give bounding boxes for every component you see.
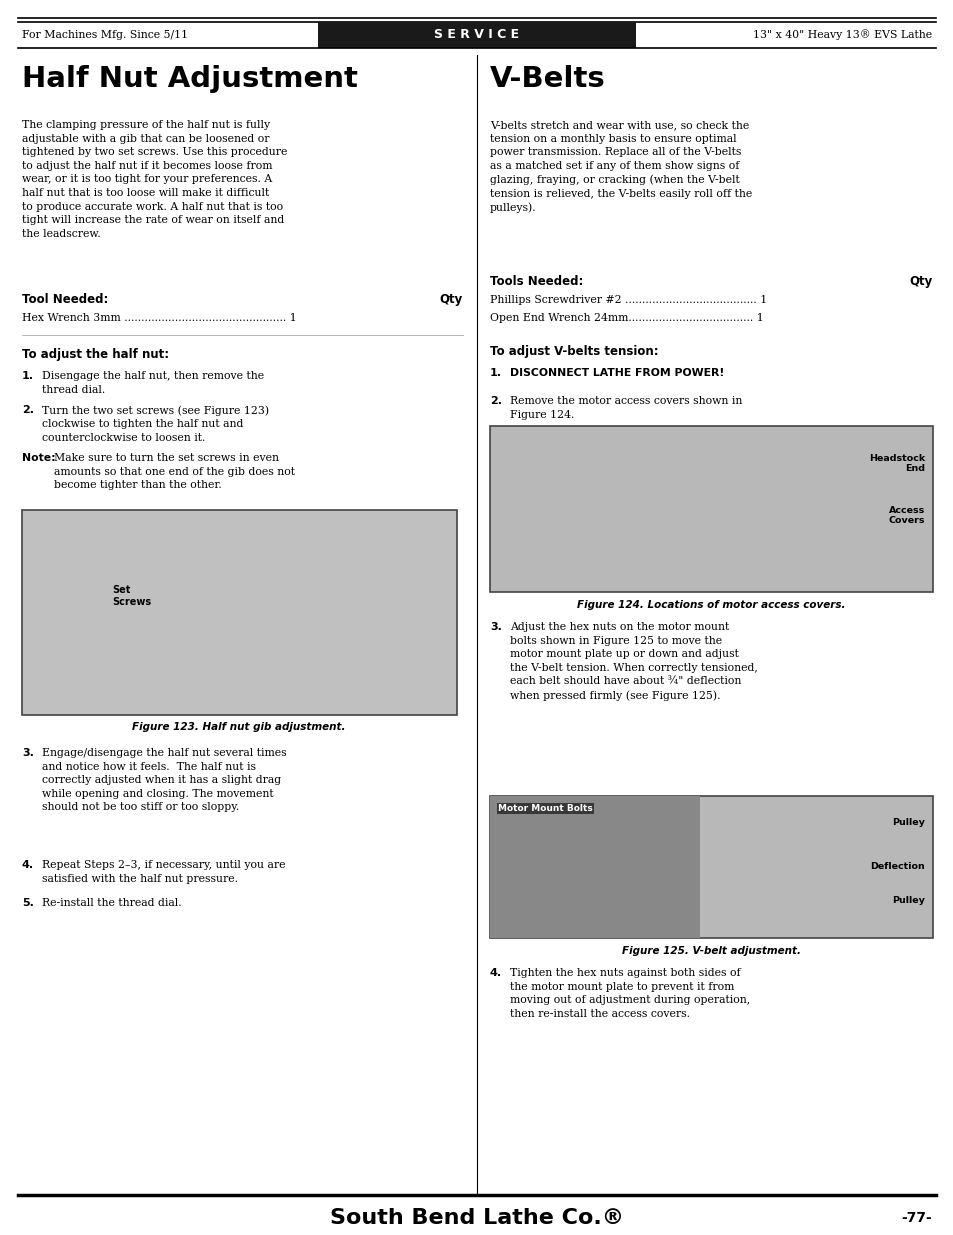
Text: Turn the two set screws (see Figure 123)
clockwise to tighten the half nut and
c: Turn the two set screws (see Figure 123)… [42, 405, 269, 443]
Text: Remove the motor access covers shown in
Figure 124.: Remove the motor access covers shown in … [510, 396, 741, 420]
Text: 3.: 3. [490, 622, 501, 632]
Text: Make sure to turn the set screws in even
amounts so that one end of the gib does: Make sure to turn the set screws in even… [54, 453, 294, 490]
Text: 4.: 4. [490, 968, 501, 978]
Text: DISCONNECT LATHE FROM POWER!: DISCONNECT LATHE FROM POWER! [510, 368, 723, 378]
Bar [490, 797, 932, 939]
Text: Access
Covers: Access Covers [887, 506, 924, 525]
Text: Re-install the thread dial.: Re-install the thread dial. [42, 898, 181, 908]
Text: 2.: 2. [22, 405, 34, 415]
Text: Set
Screws: Set Screws [112, 585, 151, 606]
Text: Qty: Qty [439, 293, 462, 306]
Text: Figure 123. Half nut gib adjustment.: Figure 123. Half nut gib adjustment. [132, 722, 345, 732]
Bar [317, 22, 636, 48]
Text: Disengage the half nut, then remove the
thread dial.: Disengage the half nut, then remove the … [42, 370, 264, 395]
Text: 1.: 1. [22, 370, 34, 382]
Text: 13" x 40" Heavy 13® EVS Lathe: 13" x 40" Heavy 13® EVS Lathe [752, 30, 931, 41]
Text: S E R V I C E: S E R V I C E [434, 28, 519, 42]
Text: 5.: 5. [22, 898, 34, 908]
Text: 1.: 1. [490, 368, 501, 378]
Text: Tool Needed:: Tool Needed: [22, 293, 109, 306]
Text: Open End Wrench 24mm..................................... 1: Open End Wrench 24mm....................… [490, 312, 763, 324]
Text: Motor Mount Bolts: Motor Mount Bolts [497, 804, 592, 813]
Text: To adjust the half nut:: To adjust the half nut: [22, 348, 169, 361]
Text: Hex Wrench 3mm ................................................ 1: Hex Wrench 3mm .........................… [22, 312, 296, 324]
Text: Qty: Qty [909, 275, 932, 288]
Text: Tools Needed:: Tools Needed: [490, 275, 583, 288]
Bar [490, 797, 700, 939]
Text: Pulley: Pulley [891, 897, 924, 905]
Text: The clamping pressure of the half nut is fully
adjustable with a gib that can be: The clamping pressure of the half nut is… [22, 120, 287, 238]
Text: 3.: 3. [22, 748, 34, 758]
Text: Deflection: Deflection [869, 862, 924, 871]
Text: South Bend Lathe Co.®: South Bend Lathe Co.® [330, 1208, 623, 1228]
Text: 4.: 4. [22, 860, 34, 869]
Text: Half Nut Adjustment: Half Nut Adjustment [22, 65, 357, 93]
Text: Repeat Steps 2–3, if necessary, until you are
satisfied with the half nut pressu: Repeat Steps 2–3, if necessary, until yo… [42, 860, 285, 883]
Text: V-belts stretch and wear with use, so check the
tension on a monthly basis to en: V-belts stretch and wear with use, so ch… [490, 120, 752, 214]
Text: Figure 124. Locations of motor access covers.: Figure 124. Locations of motor access co… [577, 600, 844, 610]
Text: V-Belts: V-Belts [490, 65, 605, 93]
Text: Adjust the hex nuts on the motor mount
bolts shown in Figure 125 to move the
mot: Adjust the hex nuts on the motor mount b… [510, 622, 757, 700]
Text: For Machines Mfg. Since 5/11: For Machines Mfg. Since 5/11 [22, 30, 188, 40]
Text: Note:: Note: [22, 453, 55, 463]
Text: Phillips Screwdriver #2 ....................................... 1: Phillips Screwdriver #2 ................… [490, 295, 766, 305]
Text: Engage/disengage the half nut several times
and notice how it feels.  The half n: Engage/disengage the half nut several ti… [42, 748, 286, 813]
Text: 2.: 2. [490, 396, 501, 406]
Bar [22, 510, 456, 715]
Text: Figure 125. V-belt adjustment.: Figure 125. V-belt adjustment. [620, 946, 800, 956]
Text: To adjust V-belts tension:: To adjust V-belts tension: [490, 345, 658, 358]
Bar [490, 426, 932, 592]
Text: Pulley: Pulley [891, 818, 924, 827]
Text: -77-: -77- [901, 1212, 931, 1225]
Text: Headstock
End: Headstock End [868, 454, 924, 473]
Text: Tighten the hex nuts against both sides of
the motor mount plate to prevent it f: Tighten the hex nuts against both sides … [510, 968, 749, 1019]
